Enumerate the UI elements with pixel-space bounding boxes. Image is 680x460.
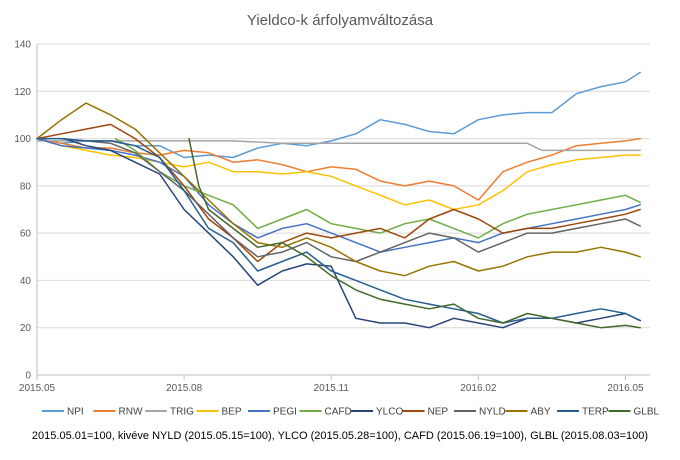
legend-item-nyld: NYLD: [454, 407, 506, 418]
legend-item-aby: ABY: [505, 407, 551, 418]
series-line-terp: [36, 137, 641, 324]
legend-label: PEGI: [273, 407, 297, 418]
chart-note: 2015.05.01=100, kivéve NYLD (2015.05.15=…: [31, 430, 649, 442]
series-line-npi: [36, 71, 641, 159]
series-line-nep: [36, 123, 641, 263]
y-tick-label: 40: [20, 276, 32, 287]
legend-label: NPI: [67, 407, 84, 418]
legend-label: GLBL: [634, 407, 660, 418]
legend: NPI RNW TRIG BEP PEGI CAFD YLCO NEP NYLD ABY TERP G…: [42, 407, 660, 418]
y-tick-label: 120: [14, 87, 31, 98]
legend-label: NEP: [428, 407, 449, 418]
y-axis: 0 20 40 60 80 100 120 140: [14, 40, 38, 382]
series-line-nyld: [58, 137, 641, 263]
x-tick-label: 2016.02: [460, 383, 497, 394]
legend-item-nep: NEP: [402, 407, 449, 418]
series-line-glbl: [188, 137, 641, 329]
legend-item-npi: NPI: [42, 407, 84, 418]
series-line-aby: [36, 102, 641, 277]
legend-item-trig: TRIG: [145, 407, 194, 418]
x-tick-label: 2016.05: [607, 383, 644, 394]
legend-label: TERP: [582, 407, 609, 418]
legend-item-cafd: CAFD: [299, 407, 352, 418]
y-tick-label: 0: [25, 371, 31, 382]
legend-label: NYLD: [479, 407, 506, 418]
series-line-trig: [36, 140, 641, 152]
y-tick-label: 80: [20, 181, 32, 192]
x-tick-label: 2015.08: [166, 383, 203, 394]
legend-item-glbl: GLBL: [608, 407, 660, 418]
legend-label: YLCO: [376, 407, 403, 418]
legend-label: CAFD: [325, 407, 352, 418]
legend-item-pegi: PEGI: [248, 407, 297, 418]
legend-label: ABY: [531, 407, 551, 418]
series-line-bep: [36, 137, 641, 211]
legend-item-bep: BEP: [196, 407, 242, 418]
legend-label: RNW: [119, 407, 143, 418]
grid: [37, 43, 650, 376]
legend-item-terp: TERP: [557, 407, 609, 418]
series-line-rnw: [36, 137, 641, 201]
legend-label: BEP: [222, 407, 242, 418]
x-axis: 2015.05 2015.08 2015.11 2016.02 2016.05: [19, 374, 650, 394]
legend-item-ylco: YLCO: [351, 407, 403, 418]
chart-title: Yieldco-k árfolyamváltozása: [247, 12, 434, 29]
y-tick-label: 20: [20, 323, 32, 334]
legend-item-rnw: RNW: [93, 407, 143, 418]
y-tick-label: 60: [20, 229, 32, 240]
y-tick-label: 100: [14, 134, 31, 145]
series-lines: [36, 71, 641, 329]
x-tick-label: 2015.11: [314, 383, 350, 394]
legend-label: TRIG: [170, 407, 194, 418]
y-tick-label: 140: [14, 40, 31, 51]
x-tick-label: 2015.05: [19, 383, 56, 394]
